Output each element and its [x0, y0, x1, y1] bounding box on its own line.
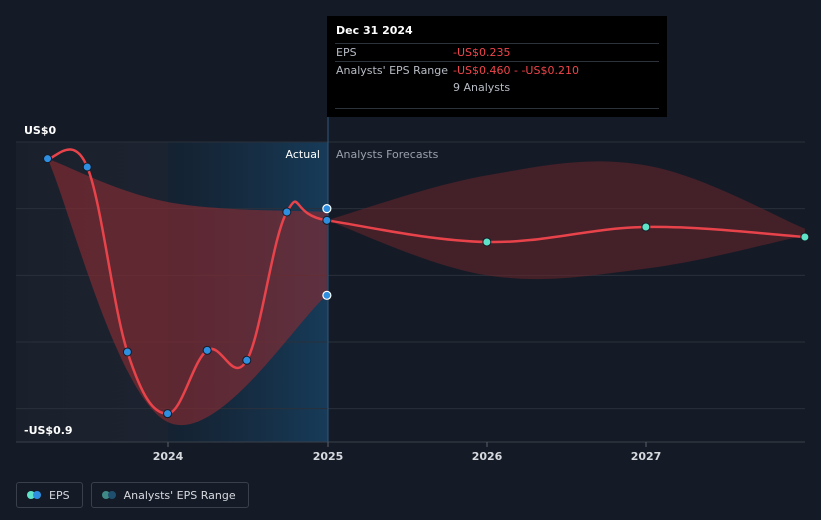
legend: EPS Analysts' EPS Range [16, 482, 249, 508]
eps-actual-point[interactable] [242, 355, 252, 365]
eps-actual-point[interactable] [322, 215, 332, 225]
eps-actual-point[interactable] [163, 409, 173, 419]
legend-eps[interactable]: EPS [16, 482, 83, 508]
eps-actual-point[interactable] [282, 207, 292, 217]
actual-label: Actual [286, 148, 320, 161]
eps-forecast-point[interactable] [800, 232, 810, 242]
legend-range-label: Analysts' EPS Range [123, 488, 236, 502]
x-tick-label: 2026 [472, 450, 503, 463]
eps-forecast-point[interactable] [482, 237, 492, 247]
eps-tooltip: Dec 31 2024 EPS -US$0.235 Analysts' EPS … [327, 16, 667, 117]
tooltip-analysts: 9 Analysts [453, 81, 511, 94]
eps-range-band-past [47, 158, 327, 426]
legend-eps-label: EPS [49, 488, 70, 502]
forecast-label: Analysts Forecasts [336, 148, 439, 161]
tooltip-range-value: -US$0.460 - -US$0.210 [453, 64, 579, 77]
eps-line [46, 148, 807, 415]
tooltip-range-label: Analysts' EPS Range [336, 64, 449, 77]
range-point[interactable] [322, 290, 332, 300]
tooltip-eps-label: EPS [336, 46, 357, 59]
eps-legend-icon [27, 490, 43, 500]
x-tick-label: 2027 [631, 450, 662, 463]
tooltip-date: Dec 31 2024 [336, 24, 413, 37]
tooltip-eps-value: -US$0.235 [453, 46, 511, 59]
y-label-top: US$0 [24, 124, 57, 137]
eps-range-band-forecast [326, 161, 805, 280]
eps-actual-point[interactable] [122, 347, 132, 357]
range-legend-icon [101, 490, 118, 500]
eps-actual-point[interactable] [82, 162, 92, 172]
eps-actual-point[interactable] [202, 345, 212, 355]
x-tick-label: 2024 [153, 450, 184, 463]
y-label-bottom: -US$0.9 [24, 424, 73, 437]
range-point[interactable] [322, 204, 332, 214]
legend-range[interactable]: Analysts' EPS Range [90, 482, 249, 508]
tooltip-divider [335, 108, 659, 109]
eps-actual-point[interactable] [43, 154, 53, 164]
eps-forecast-point[interactable] [641, 222, 651, 232]
tooltip-spacer [335, 79, 453, 96]
x-tick-label: 2025 [313, 450, 344, 463]
